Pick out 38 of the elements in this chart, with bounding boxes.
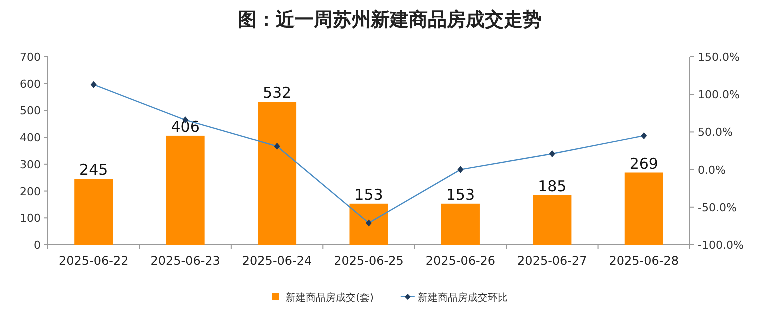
bar bbox=[74, 179, 114, 245]
chart-title: 图：近一周苏州新建商品房成交走势 bbox=[238, 9, 542, 31]
y-tick-label: 700 bbox=[20, 51, 41, 64]
x-tick-label: 2025-06-25 bbox=[334, 254, 404, 268]
y2-tick-label: 150.0% bbox=[698, 51, 740, 64]
x-tick-label: 2025-06-27 bbox=[518, 254, 588, 268]
x-tick-label: 2025-06-24 bbox=[242, 254, 312, 268]
bar bbox=[624, 172, 664, 245]
bar bbox=[533, 195, 572, 245]
bar bbox=[166, 136, 205, 245]
y-tick-label: 500 bbox=[20, 104, 41, 118]
y2-tick-label: -100.0% bbox=[698, 239, 744, 252]
bar bbox=[258, 102, 297, 245]
y-tick-label: 300 bbox=[20, 158, 41, 172]
data-label: 532 bbox=[262, 84, 292, 102]
data-label: 185 bbox=[538, 177, 567, 196]
legend-label: 新建商品房成交环比 bbox=[418, 292, 508, 304]
y-tick-label: 0 bbox=[34, 239, 41, 252]
y2-tick-label: 50.0% bbox=[698, 126, 733, 140]
y2-tick-label: 0.0% bbox=[698, 164, 726, 177]
y-tick-label: 400 bbox=[20, 132, 41, 145]
x-tick-label: 2025-06-28 bbox=[609, 254, 680, 268]
y2-tick-label: -50.0% bbox=[698, 201, 737, 214]
data-label: 153 bbox=[354, 186, 384, 204]
y-tick-label: 600 bbox=[20, 78, 41, 91]
x-tick-label: 2025-06-26 bbox=[426, 254, 496, 268]
x-tick-label: 2025-06-22 bbox=[58, 254, 129, 268]
bar bbox=[350, 204, 388, 245]
y-tick-label: 200 bbox=[20, 185, 41, 198]
y-tick-label: 100 bbox=[20, 212, 41, 226]
data-label: 269 bbox=[630, 154, 658, 173]
data-label: 245 bbox=[80, 161, 108, 180]
bar bbox=[441, 204, 480, 245]
legend-label: 新建商品房成交(套) bbox=[286, 292, 374, 304]
y2-tick-label: 100.0% bbox=[698, 88, 740, 102]
x-tick-label: 2025-06-23 bbox=[150, 254, 220, 268]
data-label: 406 bbox=[171, 118, 200, 136]
data-label: 153 bbox=[446, 186, 476, 204]
